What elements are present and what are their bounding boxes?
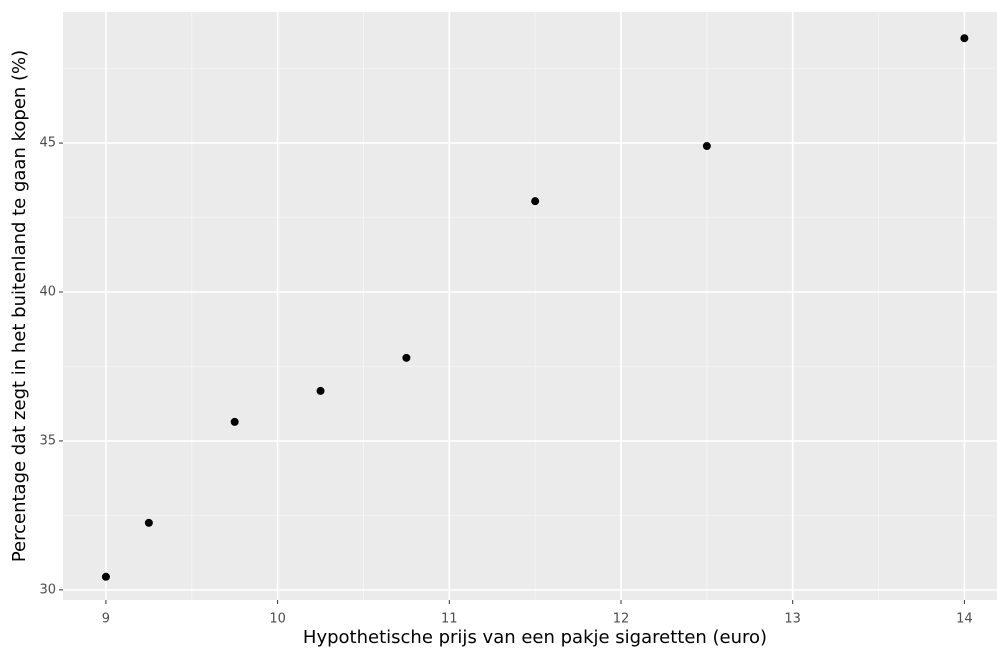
point [402,353,411,362]
y-axis-label: Percentage dat zegt in het buitenland te… [9,50,30,562]
x-axis-label: Hypothetische prijs van een pakje sigare… [303,627,767,648]
x-tick-label: 10 [269,612,286,627]
point [316,386,325,395]
x-tick-label: 13 [784,612,801,627]
point [702,142,711,151]
x-tick-label: 11 [441,612,458,627]
y-tick-label: 40 [39,285,56,300]
point [960,34,969,43]
point [101,572,110,581]
point [531,197,540,206]
x-tick-label: 14 [956,612,973,627]
y-tick-label: 30 [39,582,56,597]
y-tick-label: 45 [39,136,56,151]
point [144,518,153,527]
point [230,417,239,426]
panel [63,12,997,600]
x-tick-label: 9 [102,612,110,627]
x-tick-label: 12 [613,612,630,627]
y-tick-label: 35 [39,433,56,448]
